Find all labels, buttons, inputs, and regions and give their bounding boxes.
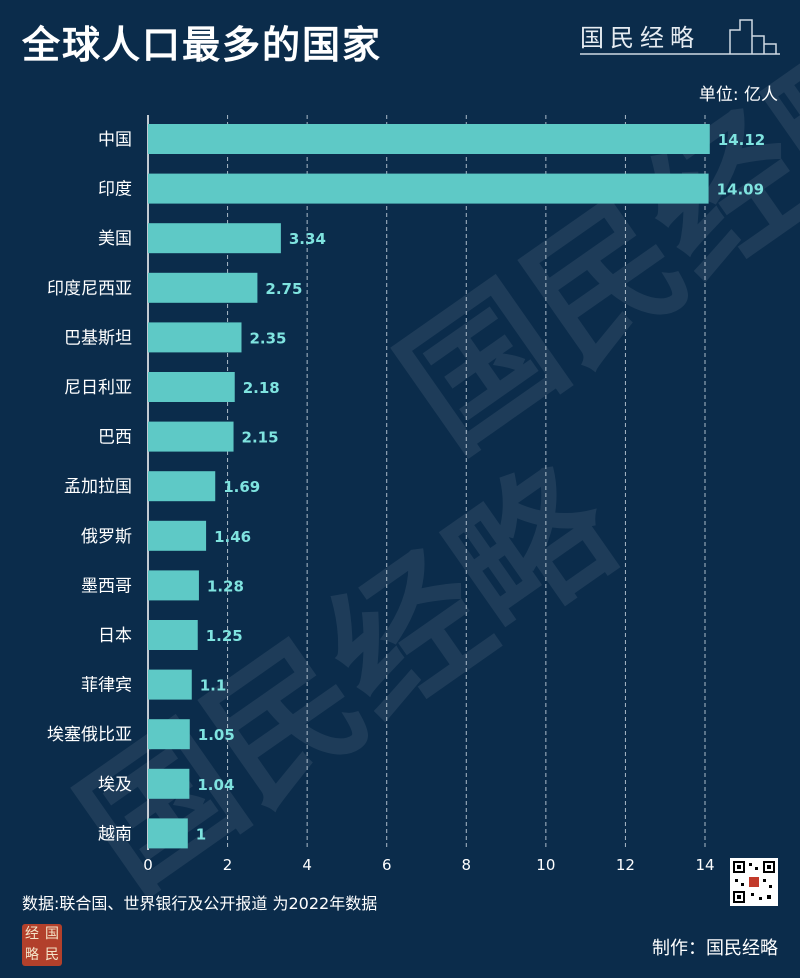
bar bbox=[148, 620, 198, 650]
category-label: 印度尼西亚 bbox=[47, 279, 132, 299]
x-tick-label: 0 bbox=[143, 856, 153, 874]
category-label: 菲律宾 bbox=[81, 676, 132, 696]
x-tick-label: 14 bbox=[695, 856, 714, 874]
value-label: 2.75 bbox=[265, 280, 302, 298]
maker-credit: 制作：国民经略 bbox=[652, 938, 778, 959]
value-label: 1.04 bbox=[197, 776, 234, 794]
x-tick-label: 10 bbox=[536, 856, 555, 874]
value-label: 1.46 bbox=[214, 528, 251, 546]
brand-seal-logo: 经 国 略 民 bbox=[22, 924, 62, 966]
logo-char: 略 bbox=[25, 947, 39, 963]
category-label: 俄罗斯 bbox=[81, 527, 132, 547]
category-label: 巴基斯坦 bbox=[64, 328, 132, 348]
value-label: 3.34 bbox=[289, 230, 326, 248]
bar bbox=[148, 520, 207, 551]
bar bbox=[148, 173, 709, 204]
bar bbox=[148, 768, 190, 799]
x-tick-label: 2 bbox=[223, 856, 233, 874]
value-label: 1 bbox=[196, 825, 206, 843]
category-label: 日本 bbox=[98, 626, 132, 646]
category-label: 美国 bbox=[98, 229, 132, 249]
value-label: 2.35 bbox=[249, 329, 286, 347]
logo-char: 民 bbox=[45, 947, 59, 963]
x-tick-label: 4 bbox=[302, 856, 312, 874]
bar bbox=[148, 818, 188, 849]
category-label: 巴西 bbox=[98, 428, 132, 448]
category-label: 埃及 bbox=[98, 775, 132, 795]
bar bbox=[148, 421, 234, 452]
category-label: 印度 bbox=[98, 180, 132, 200]
brand-logo: 国民经略 bbox=[580, 16, 780, 56]
value-label: 1.25 bbox=[206, 627, 243, 645]
value-label: 2.15 bbox=[242, 429, 279, 447]
bar bbox=[148, 570, 199, 601]
bar bbox=[148, 669, 192, 700]
bar bbox=[148, 124, 710, 154]
bar bbox=[148, 372, 235, 402]
value-label: 1.69 bbox=[223, 478, 260, 496]
category-label: 墨西哥 bbox=[81, 576, 132, 596]
chart-title: 全球人口最多的国家 bbox=[22, 23, 383, 67]
qr-code-icon bbox=[730, 858, 778, 906]
category-label: 中国 bbox=[98, 130, 132, 150]
x-tick-label: 8 bbox=[462, 856, 472, 874]
skyline-icon bbox=[580, 19, 780, 55]
x-tick-label: 12 bbox=[616, 856, 635, 874]
value-label: 2.18 bbox=[243, 379, 280, 397]
bar bbox=[148, 322, 242, 353]
logo-char: 国 bbox=[45, 926, 59, 942]
brand-text: 国民经略 bbox=[580, 24, 700, 52]
bar bbox=[148, 471, 216, 502]
x-tick-label: 6 bbox=[382, 856, 392, 874]
value-label: 14.09 bbox=[717, 181, 764, 199]
category-label: 孟加拉国 bbox=[64, 477, 132, 497]
value-label: 14.12 bbox=[718, 131, 765, 149]
category-label: 越南 bbox=[98, 824, 132, 844]
value-label: 1.05 bbox=[198, 726, 235, 744]
bar bbox=[148, 272, 258, 303]
value-label: 1.28 bbox=[207, 577, 244, 595]
category-label: 尼日利亚 bbox=[64, 378, 132, 398]
bar bbox=[148, 719, 190, 750]
logo-char: 经 bbox=[25, 926, 39, 942]
source-note: 数据:联合国、世界银行及公开报道 为2022年数据 bbox=[22, 894, 378, 913]
bar bbox=[148, 223, 281, 254]
value-label: 1.1 bbox=[200, 677, 227, 695]
category-label: 埃塞俄比亚 bbox=[47, 725, 132, 745]
unit-label: 单位: 亿人 bbox=[698, 85, 778, 105]
